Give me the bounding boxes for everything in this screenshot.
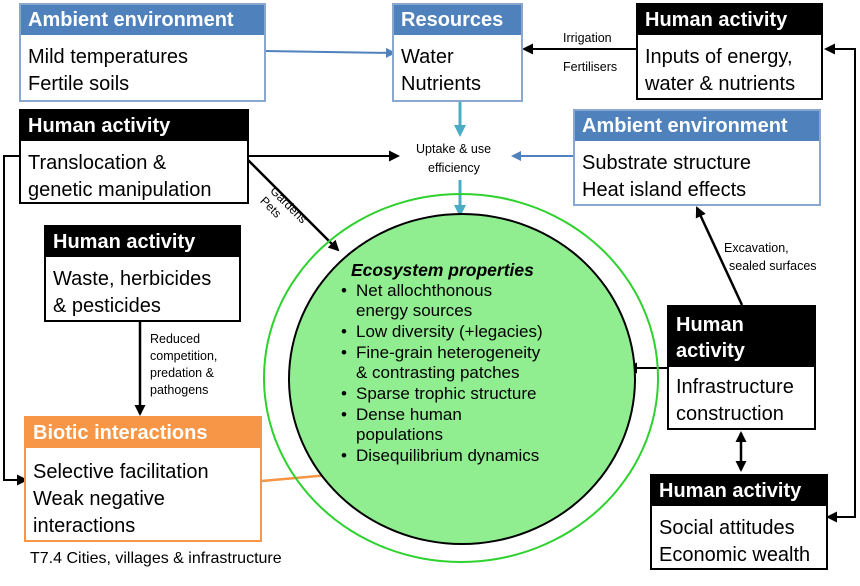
ecosystem-title: Ecosystem properties bbox=[351, 260, 534, 280]
label-efficiency: efficiency bbox=[428, 161, 480, 175]
ecosystem-item: Low diversity (+legacies) bbox=[341, 321, 605, 343]
box-line: Heat island effects bbox=[582, 179, 747, 201]
ecosystem-properties: Ecosystem properties Net allochthonousen… bbox=[335, 259, 605, 467]
box-body: Selective facilitation Weak negative int… bbox=[26, 457, 260, 542]
box-line: construction bbox=[676, 403, 784, 425]
label-excavation: Excavation, bbox=[724, 241, 789, 255]
ambient-environment-right-box: Ambient environment Substrate structure … bbox=[573, 109, 821, 206]
human-activity-inputs-box: Human activity Inputs of energy, water &… bbox=[636, 3, 823, 100]
label-line: competition, bbox=[150, 349, 218, 363]
box-line: Water bbox=[401, 46, 454, 68]
box-header-line: activity bbox=[676, 340, 745, 362]
box-line: Translocation & bbox=[28, 152, 167, 174]
box-body: Water Nutrients bbox=[394, 42, 521, 100]
box-header: Human activity bbox=[638, 5, 821, 35]
box-body: Waste, herbicides & pesticides bbox=[46, 264, 239, 322]
biotic-interactions-box: Biotic interactions Selective facilitati… bbox=[24, 416, 262, 542]
figure-caption: T7.4 Cities, villages & infrastructure bbox=[30, 550, 282, 567]
box-line: & pesticides bbox=[53, 295, 161, 317]
box-header: Biotic interactions bbox=[26, 418, 260, 448]
box-body: Inputs of energy, water & nutrients bbox=[638, 42, 821, 100]
box-header: Ambient environment bbox=[21, 5, 264, 35]
label-line: pathogens bbox=[150, 383, 209, 397]
box-line: Fertile soils bbox=[28, 73, 130, 95]
box-line: Economic wealth bbox=[659, 544, 811, 566]
box-header: Resources bbox=[394, 5, 521, 35]
ecosystem-item: Disequilibrium dynamics bbox=[341, 445, 605, 467]
box-header: Human activity bbox=[652, 476, 826, 506]
label-reduced-competition: Reduced competition, predation & pathoge… bbox=[150, 331, 217, 399]
box-header: Human activity bbox=[46, 227, 239, 257]
arrow-translocation-to-ecosystem bbox=[247, 159, 340, 252]
box-line: Social attitudes bbox=[659, 517, 795, 539]
box-line: genetic manipulation bbox=[28, 179, 212, 201]
human-activity-social-box: Human activity Social attitudes Economic… bbox=[650, 474, 828, 570]
label-line: Reduced bbox=[150, 332, 201, 346]
human-activity-translocation-box: Human activity Translocation & genetic m… bbox=[19, 109, 249, 204]
box-line: Inputs of energy, bbox=[645, 46, 793, 68]
box-header: Human activity bbox=[21, 111, 247, 141]
arrow-ambient-to-resources bbox=[263, 47, 396, 58]
box-body: Translocation & genetic manipulation bbox=[21, 148, 247, 206]
box-line: Infrastructure bbox=[676, 376, 794, 398]
human-activity-waste-box: Human activity Waste, herbicides & pesti… bbox=[44, 225, 241, 322]
box-line: water & nutrients bbox=[645, 73, 796, 95]
label-uptake: Uptake & use bbox=[416, 142, 492, 156]
label-irrigation: Irrigation bbox=[563, 31, 612, 45]
box-line: Mild temperatures bbox=[28, 46, 189, 68]
box-header-line: Human bbox=[676, 314, 744, 336]
box-header: Ambient environment bbox=[575, 111, 819, 141]
human-activity-infrastructure-box: Human activity Infrastructure constructi… bbox=[667, 305, 816, 430]
box-line: interactions bbox=[33, 515, 136, 537]
arrow-translocation-to-biotic bbox=[3, 155, 28, 486]
box-line: Nutrients bbox=[401, 73, 482, 95]
resources-box: Resources Water Nutrients bbox=[392, 3, 523, 102]
box-body: Substrate structure Heat island effects bbox=[575, 148, 819, 206]
box-body: Mild temperatures Fertile soils bbox=[21, 42, 264, 100]
box-header: Human activity bbox=[669, 307, 814, 367]
label-fertilisers: Fertilisers bbox=[563, 60, 618, 74]
label-sealed-surfaces: sealed surfaces bbox=[729, 259, 817, 273]
arrow-infrastructure-to-ambient bbox=[695, 206, 744, 306]
ecosystem-outer-ring bbox=[263, 193, 659, 563]
box-line: Waste, herbicides bbox=[53, 268, 212, 290]
box-line: Substrate structure bbox=[582, 152, 751, 174]
ecosystem-item: Sparse trophic structure bbox=[341, 383, 605, 405]
box-body: Social attitudes Economic wealth bbox=[652, 513, 826, 571]
ambient-environment-top-box: Ambient environment Mild temperatures Fe… bbox=[19, 3, 266, 102]
box-line: Selective facilitation bbox=[33, 461, 209, 483]
box-body: Infrastructure construction bbox=[669, 372, 814, 430]
label-line: predation & bbox=[150, 366, 214, 380]
ecosystem-item: Fine-grain heterogeneity& contrasting pa… bbox=[341, 343, 605, 383]
box-line: Weak negative bbox=[33, 488, 165, 510]
arrow-inputs-social bbox=[824, 43, 856, 523]
